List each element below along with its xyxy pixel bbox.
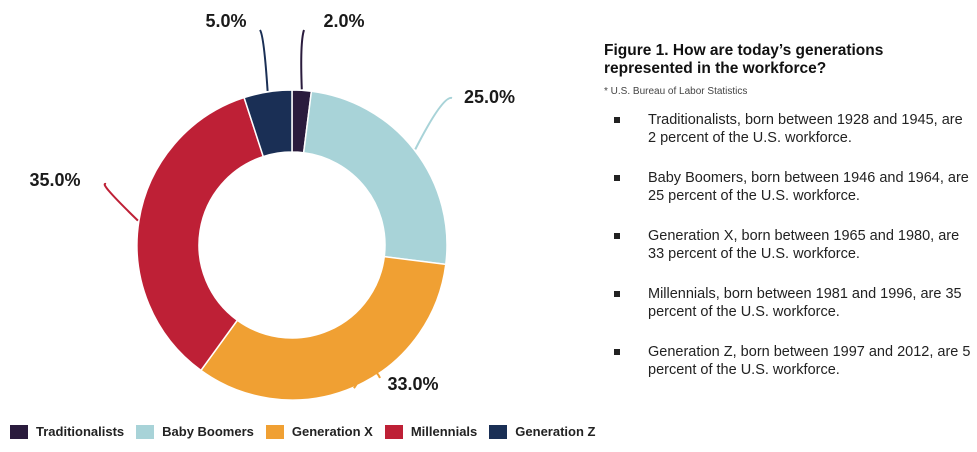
bullet-item: Millennials, born between 1981 and 1996,… bbox=[604, 285, 974, 321]
legend-swatch bbox=[265, 424, 284, 439]
source-note: * U.S. Bureau of Labor Statistics bbox=[604, 86, 748, 97]
data-label-generation-z: 5.0% bbox=[205, 11, 246, 31]
leader-line-traditionalists bbox=[300, 29, 305, 90]
legend-label: Traditionalists bbox=[36, 424, 125, 439]
bullet-text: Generation X, born between 1965 and 1980… bbox=[648, 228, 960, 262]
figure-title: Figure 1. How are today’s generations re… bbox=[604, 42, 884, 77]
square-bullet-icon bbox=[614, 349, 620, 355]
legend-swatch bbox=[10, 424, 28, 439]
bullet-text: Traditionalists, born between 1928 and 1… bbox=[648, 112, 963, 146]
donut-slices bbox=[136, 89, 448, 401]
bullet-item: Baby Boomers, born between 1946 and 1964… bbox=[604, 169, 974, 205]
donut-chart: 2.0% 25.0% 33.0% 35.0% 5.0% bbox=[29, 11, 515, 401]
bullet-text: Generation Z, born between 1997 and 2012… bbox=[648, 344, 971, 378]
legend-label: Generation Z bbox=[515, 424, 596, 439]
data-labels: 2.0% 25.0% 33.0% 35.0% 5.0% bbox=[29, 11, 515, 394]
slice-baby-boomers bbox=[302, 90, 448, 266]
data-label-generation-x: 33.0% bbox=[387, 374, 438, 394]
data-label-baby-boomers: 25.0% bbox=[464, 87, 515, 107]
square-bullet-icon bbox=[614, 233, 620, 239]
square-bullet-icon bbox=[614, 175, 620, 181]
legend-swatch bbox=[384, 424, 403, 439]
legend-item-generation-x: Generation X bbox=[265, 424, 373, 439]
bullet-item: Generation X, born between 1965 and 1980… bbox=[604, 227, 974, 263]
bullet-text: Baby Boomers, born between 1946 and 1964… bbox=[648, 170, 969, 204]
bullet-item: Traditionalists, born between 1928 and 1… bbox=[604, 111, 974, 147]
legend-swatch bbox=[489, 424, 508, 439]
leader-lines bbox=[103, 29, 453, 389]
square-bullet-icon bbox=[614, 117, 620, 123]
legend-item-millennials: Millennials bbox=[384, 424, 478, 439]
bullet-text: Millennials, born between 1981 and 1996,… bbox=[648, 286, 962, 320]
leader-line-millennials bbox=[103, 183, 139, 222]
leader-line-generation-x bbox=[353, 370, 381, 389]
legend-item-baby-boomers: Baby Boomers bbox=[136, 424, 254, 439]
legend-label: Baby Boomers bbox=[162, 424, 254, 439]
leader-line-baby-boomers bbox=[414, 96, 453, 150]
slice-generation-x bbox=[199, 255, 447, 401]
leader-line-generation-z bbox=[259, 29, 269, 91]
slice-millennials bbox=[136, 96, 265, 372]
legend-label: Millennials bbox=[410, 424, 478, 439]
legend-item-generation-z: Generation Z bbox=[489, 424, 595, 439]
bullet-item: Generation Z, born between 1997 and 2012… bbox=[604, 343, 974, 379]
chart-legend: Traditionalists Baby Boomers Generation … bbox=[10, 424, 607, 439]
square-bullet-icon bbox=[614, 291, 620, 297]
slice-generation-z bbox=[243, 89, 293, 158]
bullet-list: Traditionalists, born between 1928 and 1… bbox=[604, 111, 974, 379]
legend-swatch bbox=[136, 424, 155, 439]
legend-label: Generation X bbox=[291, 424, 373, 439]
data-label-traditionalists: 2.0% bbox=[323, 11, 364, 31]
data-label-millennials: 35.0% bbox=[29, 170, 80, 190]
legend-item-traditionalists: Traditionalists bbox=[10, 424, 124, 439]
figure-description-panel: Figure 1. How are today’s generations re… bbox=[604, 42, 974, 401]
